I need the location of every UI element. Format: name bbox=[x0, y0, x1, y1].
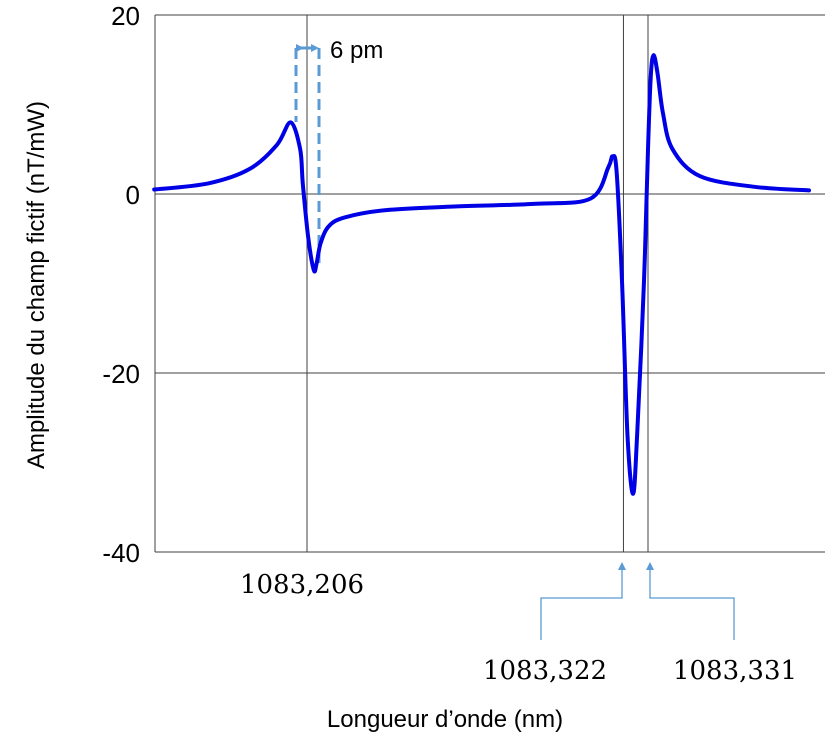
marker-label-1083-331: 1083,331 bbox=[673, 656, 797, 686]
y-tick-label: -40 bbox=[102, 538, 140, 568]
callout-arrow-1083-322 bbox=[540, 562, 626, 640]
series-layer bbox=[152, 53, 811, 496]
annotation-lines bbox=[294, 44, 735, 640]
marker-label-1083-206: 1083,206 bbox=[240, 570, 364, 600]
y-tick-labels: 20 0 -20 -40 bbox=[102, 1, 140, 568]
callout-arrow-1083-331 bbox=[646, 562, 735, 640]
y-tick-label: 20 bbox=[111, 1, 140, 31]
y-axis-title: Amplitude du champ fictif (nT/mW) bbox=[23, 101, 50, 469]
spacing-label: 6 pm bbox=[330, 37, 383, 64]
series-line bbox=[152, 53, 811, 496]
x-axis-title: Longueur d’onde (nm) bbox=[327, 706, 563, 733]
y-tick-label: -20 bbox=[102, 359, 140, 389]
marker-label-1083-322: 1083,322 bbox=[483, 656, 607, 686]
y-tick-label: 0 bbox=[126, 180, 140, 210]
grid bbox=[154, 14, 825, 553]
